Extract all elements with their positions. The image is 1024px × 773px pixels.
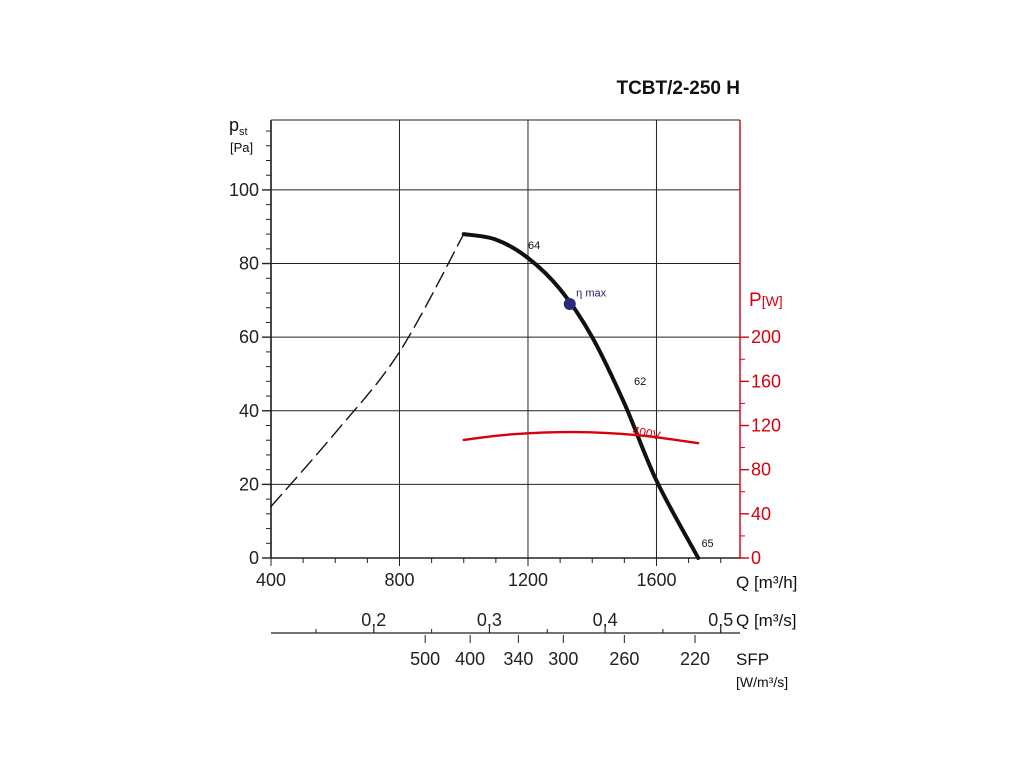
- y2-tick-label: 160: [751, 371, 781, 391]
- series-label-400v: 400V: [631, 423, 661, 443]
- eta-max-marker: [563, 298, 576, 311]
- curve-annotation: 65: [701, 538, 713, 550]
- y2-axis-label: P[W]: [749, 290, 783, 311]
- x2-tick-label: 0,5: [708, 610, 733, 630]
- series-pressure-dashed: [270, 233, 465, 508]
- y-tick-label: 0: [249, 548, 259, 568]
- x3-tick-label: 260: [609, 649, 639, 669]
- x-axis-m3h: 400 800 1200 1600: [256, 558, 722, 590]
- x-tick-label: 800: [384, 570, 414, 590]
- series-pressure-solid: [461, 232, 701, 560]
- plot-frame: [270, 119, 740, 558]
- x3-tick-label: 500: [410, 649, 440, 669]
- y-tick-label: 60: [239, 327, 259, 347]
- grid: [270, 120, 741, 559]
- y-axis-label-main: p: [229, 115, 239, 135]
- y2-axis-label-main: P: [749, 290, 762, 311]
- x2-axis-label: Q [m³/s]: [736, 611, 796, 630]
- y2-tick-label: 80: [751, 460, 771, 480]
- y2-axis-unit: [W]: [762, 293, 783, 309]
- series-power-400v: [462, 430, 700, 445]
- y-axis-label: pst: [229, 115, 248, 138]
- annotations-layer: 400V 64 62 65 η max: [528, 240, 714, 550]
- y2-tick-label: 0: [751, 548, 761, 568]
- y-tick-label: 20: [239, 474, 259, 494]
- x3-tick-label: 220: [680, 649, 710, 669]
- x-tick-label: 400: [256, 570, 286, 590]
- curve-annotation: 64: [528, 240, 540, 252]
- x-tick-label: 1600: [636, 570, 676, 590]
- y-tick-label: 40: [239, 401, 259, 421]
- y-tick-label: 100: [229, 180, 259, 200]
- y2-tick-label: 40: [751, 504, 771, 524]
- y-axis-label-sub: st: [239, 126, 248, 138]
- x-axis-label: Q [m³/h]: [736, 573, 797, 592]
- x3-axis-label: SFP: [736, 650, 769, 669]
- x3-tick-label: 300: [548, 649, 578, 669]
- x-axis-sfp: 500 400 340 300 260 220: [410, 635, 710, 669]
- x-tick-label: 1200: [508, 570, 548, 590]
- x2-tick-label: 0,2: [361, 610, 386, 630]
- x3-tick-label: 340: [503, 649, 533, 669]
- series-layer: [270, 232, 701, 560]
- chart-title: TCBT/2-250 H: [616, 78, 740, 99]
- x-axis-m3s: 0,2 0,3 0,4 0,5: [271, 610, 740, 634]
- right-axis: 0 40 80 120 160 200: [739, 120, 781, 568]
- y2-tick-label: 120: [751, 415, 781, 435]
- x2-tick-label: 0,4: [593, 610, 618, 630]
- curve-annotation: η max: [576, 288, 606, 300]
- curve-annotation: 62: [634, 376, 646, 388]
- x3-axis-unit: [W/m³/s]: [736, 674, 788, 690]
- left-axis: 0 20 40 60 80 100: [229, 130, 271, 568]
- x2-tick-label: 0,3: [477, 610, 502, 630]
- y-axis-unit: [Pa]: [230, 140, 253, 155]
- y-tick-label: 80: [239, 254, 259, 274]
- y2-tick-label: 200: [751, 327, 781, 347]
- x3-tick-label: 400: [455, 649, 485, 669]
